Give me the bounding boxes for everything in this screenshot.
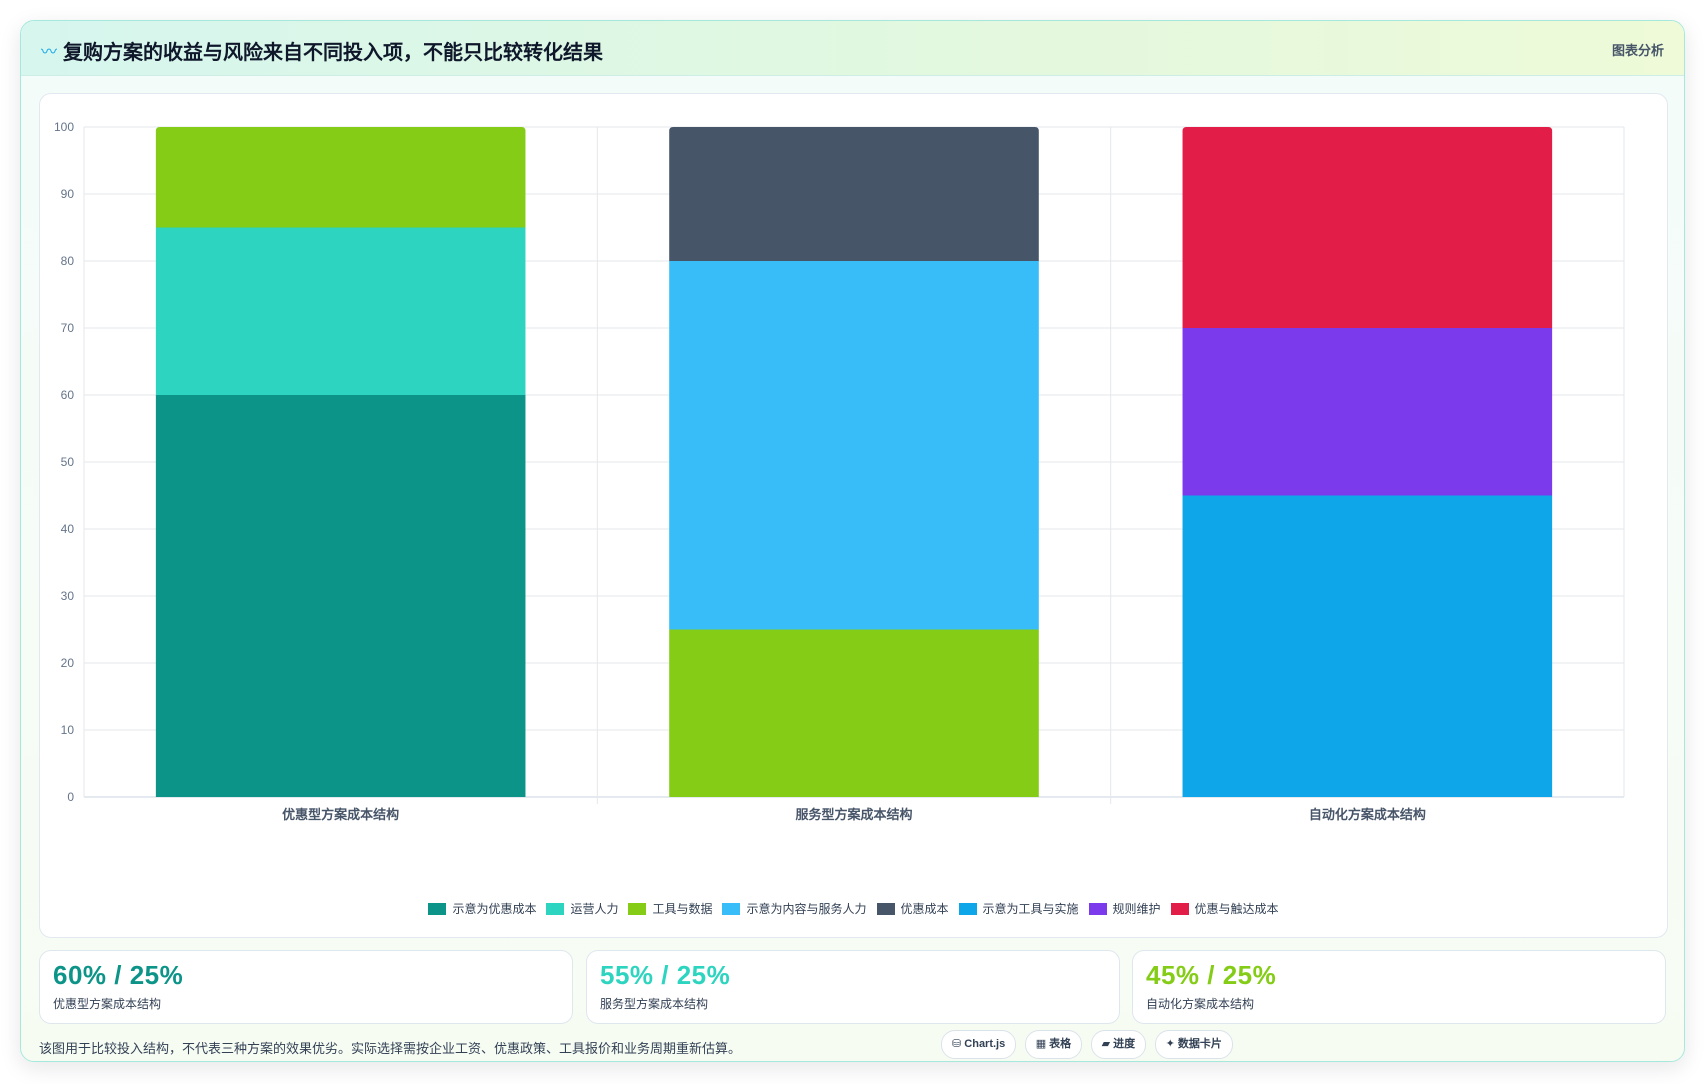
legend-item[interactable]: 示意为优惠成本 [428,900,536,917]
bar-segment [155,227,526,395]
legend-swatch [876,903,895,915]
y-tick-label: 0 [67,790,74,804]
legend-item[interactable]: 运营人力 [546,900,618,917]
legend-item[interactable]: 示意为工具与实施 [958,900,1079,917]
stat-value: 60% / 25% [53,960,184,990]
legend-swatch [546,903,565,915]
sparkle-icon: ✦ [1165,1038,1175,1050]
bar-segment [669,261,1039,630]
bar-segment [669,127,1039,261]
y-tick-label: 10 [61,723,75,737]
wave-icon: 〰 [41,44,58,61]
chart-legend: 示意为优惠成本 运营人力 工具与数据 示意为内容与服务人力 优惠成本 示意为工具与实施 规则… [40,900,1667,917]
legend-swatch [1170,903,1189,915]
stat-label: 服务型方案成本结构 [600,997,709,1011]
y-tick-label: 100 [54,120,74,134]
bar-segment [1182,328,1553,496]
y-tick-label: 20 [61,656,75,670]
pill-data-cards[interactable]: ✦ 数据卡片 [1154,1030,1233,1059]
pill-label: 数据卡片 [1177,1038,1222,1050]
legend-label: 优惠与触达成本 [1194,902,1279,916]
y-tick-label: 60 [61,388,75,402]
pill-label: 表格 [1049,1038,1072,1050]
chart-footnote: 该图用于比较投入结构，不代表三种方案的效果优劣。实际选择需按企业工资、优惠政策、… [39,1041,742,1056]
y-tick-label: 90 [61,187,75,201]
feature-pills: ⛁ Chart.js ▦ 表格 ▰ 进度 ✦ 数据卡片 [941,1030,1237,1059]
table-icon: ▦ [1035,1038,1047,1050]
x-tick-label: 优惠型方案成本结构 [282,807,399,822]
legend-item[interactable]: 优惠成本 [876,900,949,917]
legend-label: 示意为内容与服务人力 [746,902,867,916]
chart-title: 复购方案的收益与风险来自不同投入项，不能只比较转化结果 [63,42,603,64]
legend-item[interactable]: 优惠与触达成本 [1170,900,1279,917]
pill-label: 进度 [1113,1038,1136,1050]
stat-card-promo: 60% / 25% 优惠型方案成本结构 [39,950,573,1024]
legend-label: 运营人力 [570,902,619,916]
y-tick-label: 40 [61,522,75,536]
x-tick-label: 服务型方案成本结构 [795,807,912,822]
y-tick-label: 70 [61,321,75,335]
legend-swatch [722,903,741,915]
legend-item[interactable]: 示意为内容与服务人力 [722,900,867,917]
legend-label: 优惠成本 [900,902,949,916]
legend-swatch [428,903,447,915]
pill-progress[interactable]: ▰ 进度 [1090,1030,1147,1059]
legend-label: 示意为工具与实施 [982,902,1079,916]
y-tick-label: 80 [61,254,75,268]
pill-table[interactable]: ▦ 表格 [1024,1030,1083,1059]
bar-segment [155,127,526,228]
chart-panel: 0 10 20 30 40 50 60 70 80 90 100 优惠型方案成本结构 服务型方案成本结构… [39,93,1668,938]
stacked-bar-chart: 0 10 20 30 40 50 60 70 80 90 100 优惠型方案成本结构 服务型方案成本结构… [54,120,1625,822]
legend-label: 示意为优惠成本 [452,902,537,916]
card-header: 〰 复购方案的收益与风险来自不同投入项，不能只比较转化结果 图表分析 [21,21,1684,76]
stat-card-service: 55% / 25% 服务型方案成本结构 [586,950,1120,1024]
legend-item[interactable]: 工具与数据 [628,900,712,917]
bar-segment [1182,495,1553,797]
stat-card-automation: 45% / 25% 自动化方案成本结构 [1132,950,1666,1024]
pill-label: Chart.js [964,1038,1006,1050]
progress-icon: ▰ [1101,1038,1111,1050]
legend-swatch [1088,903,1107,915]
stat-value: 55% / 25% [600,960,731,990]
bar-segment [1182,127,1553,328]
legend-label: 工具与数据 [652,902,713,916]
legend-swatch [628,903,647,915]
chart-analysis-tag[interactable]: 图表分析 [1611,43,1664,58]
stat-label: 自动化方案成本结构 [1146,997,1255,1011]
database-icon: ⛁ [952,1038,962,1050]
legend-item[interactable]: 规则维护 [1088,900,1161,917]
legend-label: 规则维护 [1112,902,1161,916]
stat-label: 优惠型方案成本结构 [53,997,162,1011]
y-tick-label: 30 [61,589,75,603]
chart-card: 〰 复购方案的收益与风险来自不同投入项，不能只比较转化结果 图表分析 0 10 20… [20,20,1685,1062]
stat-value: 45% / 25% [1146,960,1277,990]
legend-swatch [958,903,977,915]
bar-segment [155,395,526,797]
y-tick-label: 50 [61,455,75,469]
pill-chartjs[interactable]: ⛁ Chart.js [941,1030,1017,1059]
bar-segment [669,629,1039,797]
x-tick-label: 自动化方案成本结构 [1309,807,1426,822]
